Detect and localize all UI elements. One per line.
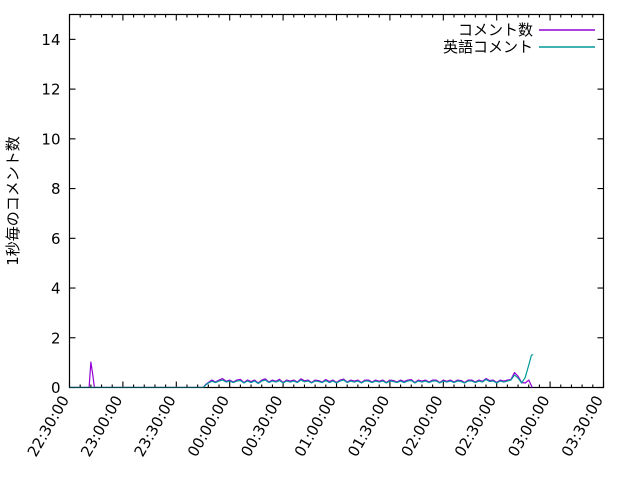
x-tick-label: 23:00:00 [77,393,126,460]
y-tick-label: 0 [51,379,61,397]
legend-label-2: 英語コメント [443,38,533,56]
y-tick-label: 8 [51,180,61,198]
x-tick-label: 02:30:00 [451,393,500,460]
y-tick-label: 6 [51,230,61,248]
axis-tickmarks [68,14,605,389]
x-tick-label: 02:00:00 [397,393,446,460]
plot-frame [68,13,605,389]
x-tick-label: 23:30:00 [130,393,179,460]
x-tick-label: 01:30:00 [344,393,393,460]
y-axis-title-text: 1秒毎のコメント数 [4,136,22,266]
x-tick-label: 22:30:00 [24,393,73,460]
legend-label-1: コメント数 [458,21,533,39]
series-line-1 [69,361,533,388]
y-tick-label: 14 [41,31,60,49]
x-tick-label: 03:00:00 [504,393,553,460]
x-tick-label: 00:30:00 [237,393,286,460]
y-tick-label: 4 [51,280,61,298]
data-series-lines [69,354,534,388]
y-axis-title: 1秒毎のコメント数 [4,136,22,266]
x-axis-tick-labels: 22:30:00 23:00:00 23:30:00 00:00:00 00:30:00… [24,393,607,460]
y-axis-tick-labels: 0 2 4 6 8 10 12 14 [41,31,60,397]
x-tick-label: 01:00:00 [291,393,340,460]
y-tick-label: 12 [41,81,60,99]
x-tick-label: 00:00:00 [184,393,233,460]
y-tick-label: 10 [41,130,60,148]
series-line-2 [69,354,534,388]
x-tick-label: 03:30:00 [558,393,607,460]
y-tick-label: 2 [51,329,61,347]
